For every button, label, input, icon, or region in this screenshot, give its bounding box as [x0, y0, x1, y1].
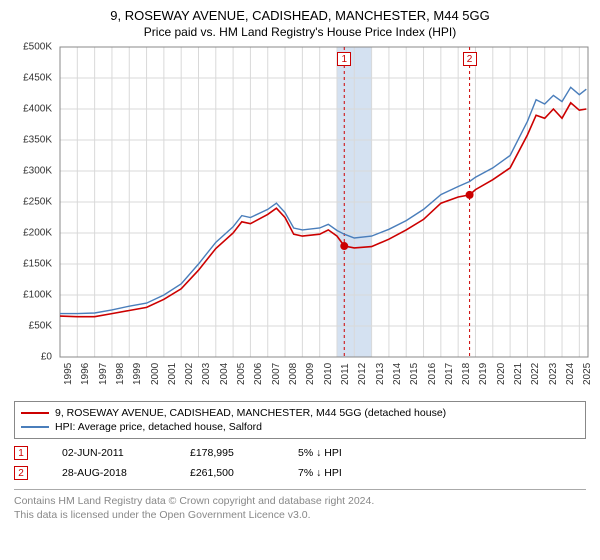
y-axis-tick-label: £350K	[23, 135, 52, 146]
x-axis-tick-label: 1997	[98, 363, 108, 385]
sale-date: 02-JUN-2011	[62, 447, 162, 459]
y-axis-tick-label: £100K	[23, 290, 52, 301]
y-axis-tick-label: £500K	[23, 42, 52, 53]
chart-container: 9, ROSEWAY AVENUE, CADISHEAD, MANCHESTER…	[0, 0, 600, 532]
x-axis-tick-label: 2017	[444, 363, 454, 385]
legend-label: 9, ROSEWAY AVENUE, CADISHEAD, MANCHESTER…	[55, 407, 446, 419]
x-axis-tick-label: 2000	[150, 363, 160, 385]
chart-plot-area: 1 2 £0 £50K £100K £150K £200K £250K £300K £350K £4…	[10, 43, 590, 393]
x-axis-tick-label: 1999	[132, 363, 142, 385]
data-points-table: 1 02-JUN-2011 £178,995 5% ↓ HPI 2 28-AUG…	[14, 443, 586, 490]
x-axis-tick-label: 2024	[565, 363, 575, 385]
legend-item: HPI: Average price, detached house, Salf…	[21, 420, 579, 434]
y-axis-tick-label: £150K	[23, 259, 52, 270]
footer-attribution: Contains HM Land Registry data © Crown c…	[14, 494, 586, 522]
legend-item: 9, ROSEWAY AVENUE, CADISHEAD, MANCHESTER…	[21, 406, 579, 420]
x-axis-tick-label: 2015	[409, 363, 419, 385]
x-axis-tick-label: 2019	[478, 363, 488, 385]
y-axis-tick-label: £50K	[29, 321, 52, 332]
sale-price: £261,500	[190, 467, 270, 479]
chart-subtitle: Price paid vs. HM Land Registry's House …	[10, 25, 590, 39]
event-marker-badge: 2	[463, 52, 477, 66]
x-axis-tick-label: 2010	[323, 363, 333, 385]
chart-svg	[60, 47, 588, 357]
marker-badge: 2	[14, 466, 28, 480]
x-axis-tick-label: 2014	[392, 363, 402, 385]
footer-line: This data is licensed under the Open Gov…	[14, 508, 586, 522]
x-axis-tick-label: 2003	[201, 363, 211, 385]
y-axis-tick-label: £450K	[23, 73, 52, 84]
x-axis-tick-label: 1998	[115, 363, 125, 385]
chart-title: 9, ROSEWAY AVENUE, CADISHEAD, MANCHESTER…	[10, 8, 590, 23]
x-axis-tick-label: 2021	[513, 363, 523, 385]
x-axis-tick-label: 2013	[375, 363, 385, 385]
y-axis-tick-label: £250K	[23, 197, 52, 208]
sale-date: 28-AUG-2018	[62, 467, 162, 479]
x-axis-tick-label: 1995	[63, 363, 73, 385]
x-axis-tick-label: 2022	[530, 363, 540, 385]
x-axis-tick-label: 2001	[167, 363, 177, 385]
x-axis-tick-label: 2007	[271, 363, 281, 385]
legend-label: HPI: Average price, detached house, Salf…	[55, 421, 262, 433]
footer-line: Contains HM Land Registry data © Crown c…	[14, 494, 586, 508]
x-axis-tick-label: 2008	[288, 363, 298, 385]
y-axis-tick-label: £400K	[23, 104, 52, 115]
y-axis-tick-label: £0	[41, 352, 52, 363]
x-axis-tick-label: 2002	[184, 363, 194, 385]
legend-swatch	[21, 426, 49, 428]
x-axis-tick-label: 2016	[427, 363, 437, 385]
legend: 9, ROSEWAY AVENUE, CADISHEAD, MANCHESTER…	[14, 401, 586, 439]
x-axis-tick-label: 2009	[305, 363, 315, 385]
event-marker-badge: 1	[337, 52, 351, 66]
y-axis-tick-label: £200K	[23, 228, 52, 239]
table-row: 2 28-AUG-2018 £261,500 7% ↓ HPI	[14, 463, 586, 483]
sale-price: £178,995	[190, 447, 270, 459]
legend-swatch	[21, 412, 49, 414]
x-axis-tick-label: 2012	[357, 363, 367, 385]
x-axis-tick-label: 2020	[496, 363, 506, 385]
y-axis-tick-label: £300K	[23, 166, 52, 177]
marker-badge: 1	[14, 446, 28, 460]
sale-delta: 5% ↓ HPI	[298, 447, 342, 459]
x-axis-tick-label: 2005	[236, 363, 246, 385]
sale-delta: 7% ↓ HPI	[298, 467, 342, 479]
x-axis-tick-label: 2011	[340, 363, 350, 385]
x-axis-tick-label: 1996	[80, 363, 90, 385]
x-axis-tick-label: 2018	[461, 363, 471, 385]
x-axis-tick-label: 2006	[253, 363, 263, 385]
x-axis-tick-label: 2025	[582, 363, 592, 385]
x-axis-tick-label: 2004	[219, 363, 229, 385]
table-row: 1 02-JUN-2011 £178,995 5% ↓ HPI	[14, 443, 586, 463]
x-axis-tick-label: 2023	[548, 363, 558, 385]
